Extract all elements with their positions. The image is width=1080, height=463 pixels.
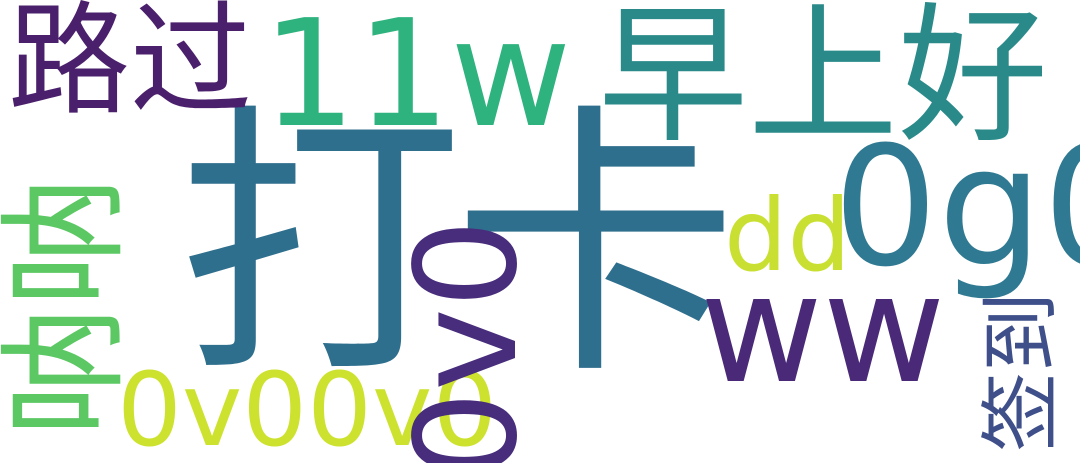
word-0v0: 0v0 [386, 219, 549, 463]
word-ww: ww [700, 243, 946, 417]
word-nana: 呐呐 [0, 176, 141, 437]
word-0g0: 0g0 [833, 111, 1080, 303]
word-zaoshanghao: 早上好 [598, 0, 1049, 164]
word-qiandao: 签到 [975, 292, 1068, 452]
word-11w: 11w [262, 0, 572, 160]
word-luguo: 路过 [8, 0, 252, 132]
word-0v00v0: 0v00v0 [117, 351, 498, 463]
word-dd: dd [724, 177, 851, 294]
word-daka: 打卡 [178, 81, 738, 413]
